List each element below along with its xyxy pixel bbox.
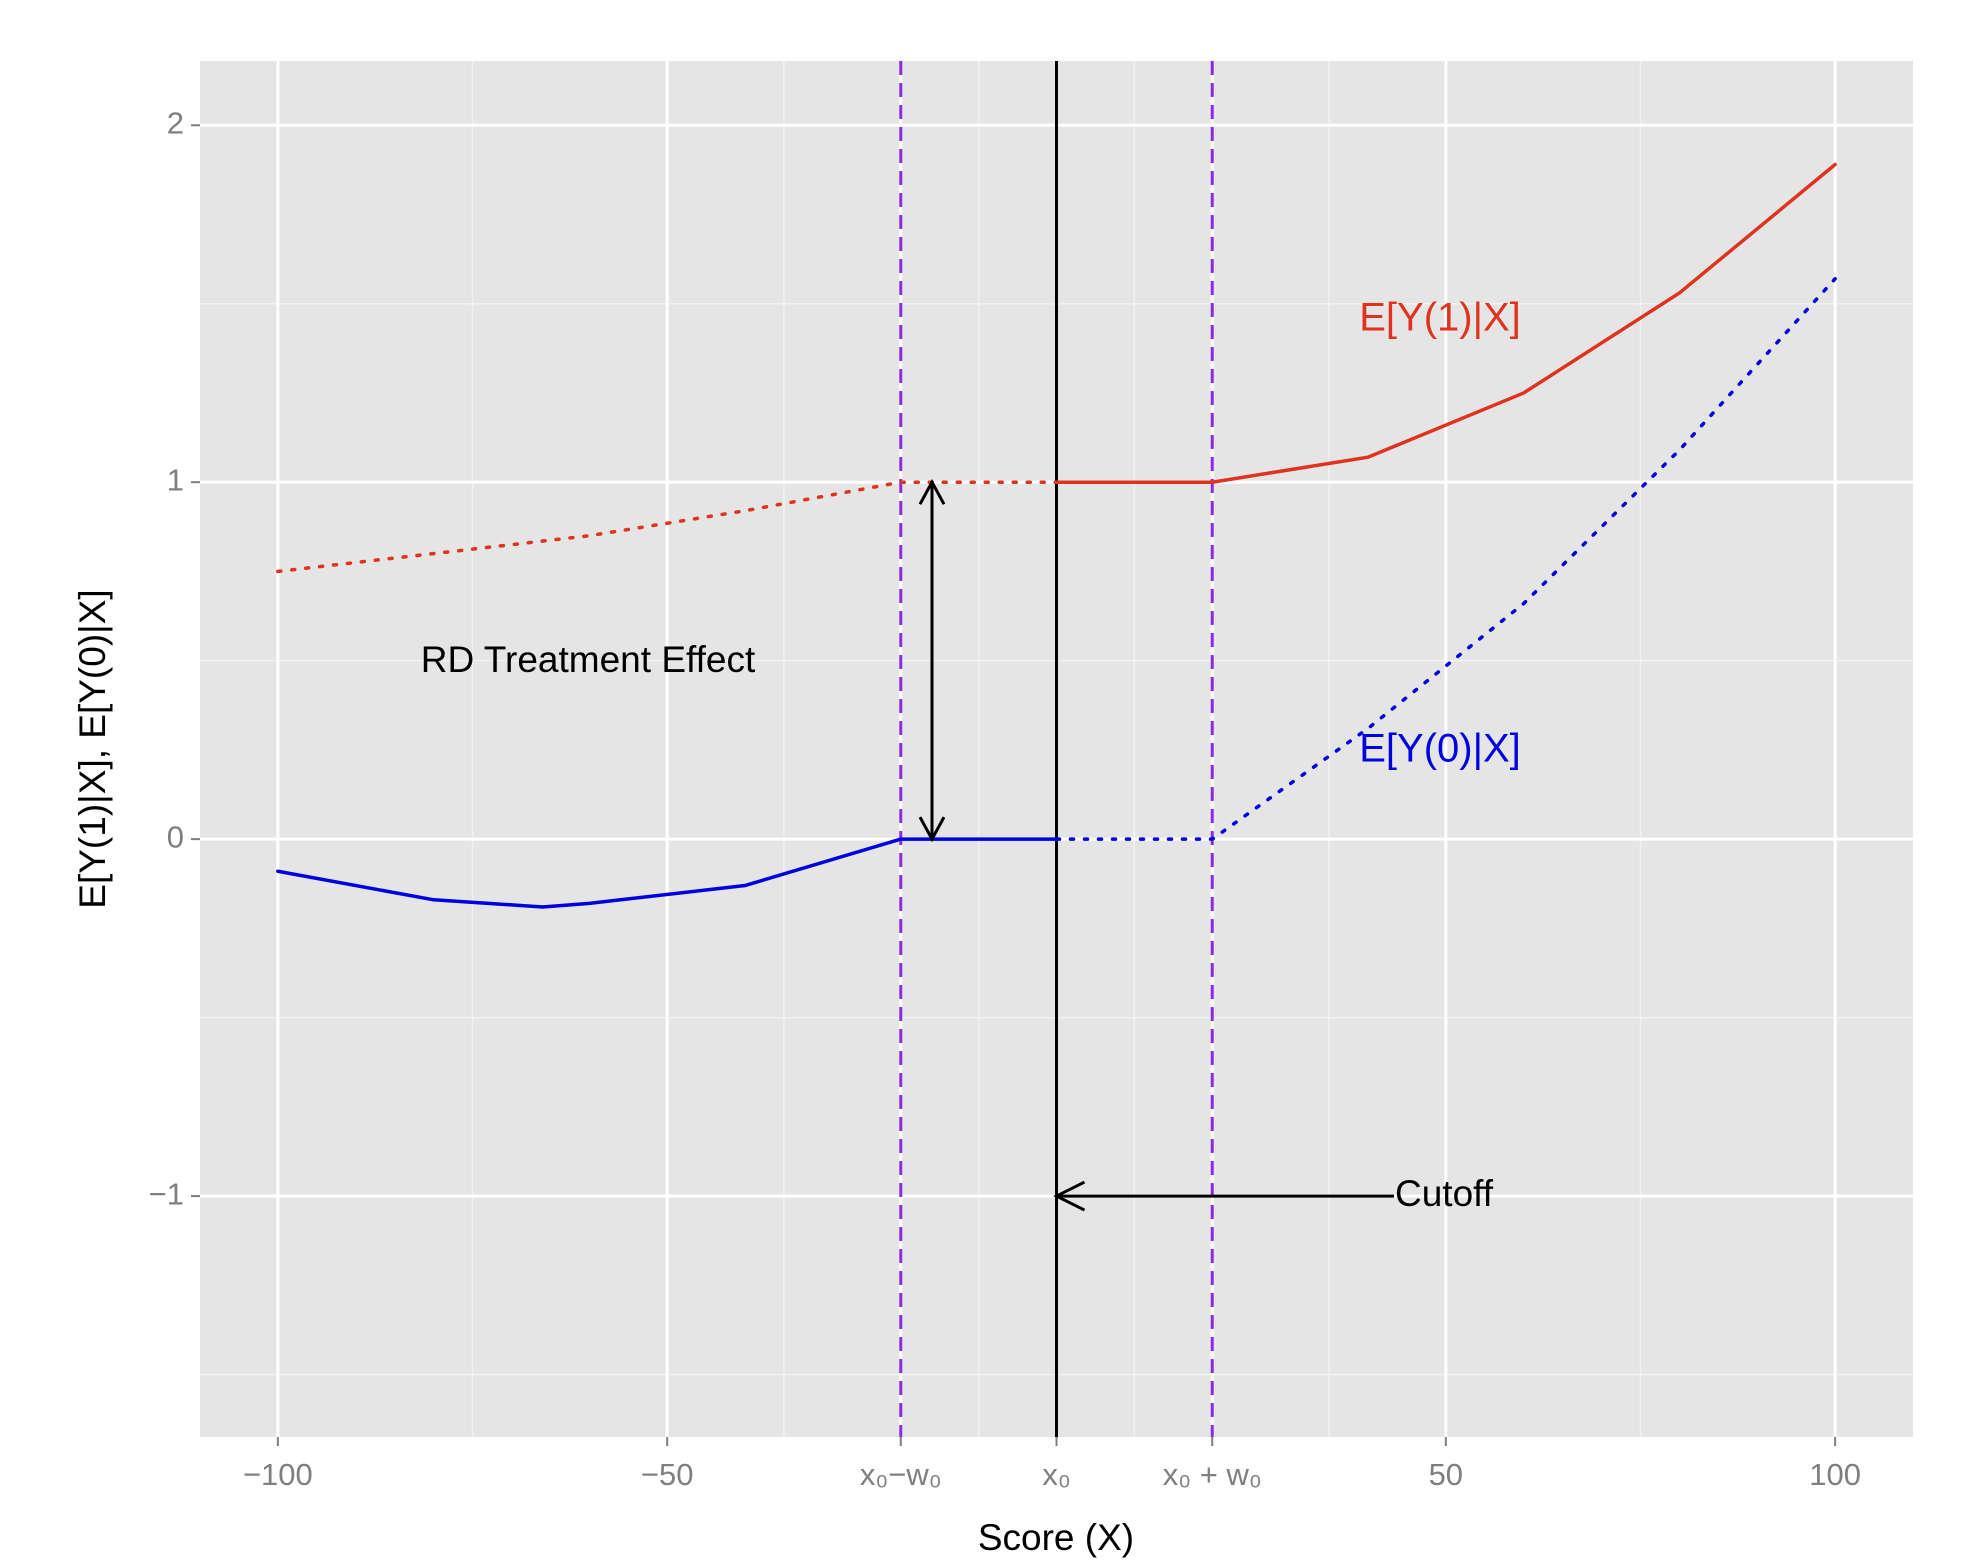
- series-label: E[Y(1)|X]: [1359, 296, 1521, 340]
- x-axis-title: Score (X): [978, 1517, 1134, 1558]
- series-label: E[Y(0)|X]: [1359, 727, 1521, 771]
- series-line: [1054, 276, 1837, 841]
- annotation: RD Treatment Effect: [421, 639, 756, 680]
- arrow-head: [918, 479, 946, 843]
- x-tick-label: −50: [641, 1457, 694, 1492]
- y-tick-label: 0: [167, 819, 184, 854]
- x-tick-label: 100: [1809, 1457, 1861, 1492]
- y-axis-title: E[Y(1)|X], E[Y(0)|X]: [72, 589, 113, 908]
- y-tick-label: 1: [167, 462, 184, 497]
- series-line: [276, 480, 1059, 574]
- x-tick-label: −100: [243, 1457, 313, 1492]
- series-line: [276, 837, 1059, 909]
- x-tick-label: x₀−w₀: [860, 1457, 942, 1492]
- x-tick-label: x₀: [1042, 1457, 1070, 1492]
- arrow-head: [1053, 1180, 1086, 1212]
- series-line: [1054, 162, 1837, 484]
- annotation: Cutoff: [1395, 1173, 1494, 1214]
- y-tick-label: −1: [149, 1176, 184, 1211]
- x-tick-label: 50: [1429, 1457, 1463, 1492]
- x-tick-label: x₀ + w₀: [1163, 1457, 1262, 1492]
- y-tick-label: 2: [167, 105, 184, 140]
